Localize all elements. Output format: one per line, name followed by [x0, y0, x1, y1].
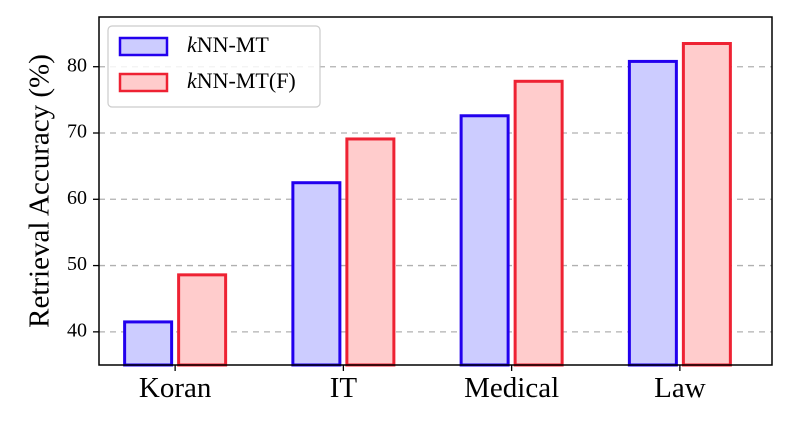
legend-label: kNN-MT(F) — [187, 68, 296, 93]
y-tick-label: 70 — [67, 121, 87, 143]
x-tick-label: Law — [654, 372, 706, 404]
bar-kNN-MT(F)-IT — [345, 137, 396, 367]
y-tick-label: 80 — [67, 54, 87, 76]
y-tick-label: 60 — [67, 187, 87, 209]
x-tick-label: Koran — [139, 372, 212, 404]
bar-kNN-MT-Law — [627, 59, 678, 367]
bar-kNN-MT(F)-Koran — [177, 273, 228, 367]
bar-kNN-MT(F)-Law — [681, 42, 732, 367]
bars — [123, 42, 732, 367]
x-tick-label: IT — [330, 372, 358, 404]
bar-kNN-MT-Medical — [459, 114, 510, 367]
bar-kNN-MT(F)-Medical — [513, 79, 564, 367]
legend-label: kNN-MT — [187, 32, 269, 57]
legend: kNN-MT kNN-MT(F) — [107, 25, 321, 108]
y-axis-title: Retrieval Accuracy (%) — [24, 54, 56, 328]
legend-swatch — [118, 72, 169, 93]
y-tick-label: 50 — [67, 253, 87, 275]
x-axis-ticks: Koran IT Medical Law — [139, 365, 706, 404]
legend-swatch — [118, 36, 169, 57]
y-axis-ticks: 40 50 60 70 80 — [67, 54, 99, 341]
y-tick-label: 40 — [67, 319, 87, 341]
x-tick-label: Medical — [464, 372, 559, 404]
plot-frame — [98, 16, 773, 366]
bar-kNN-MT-IT — [291, 181, 342, 367]
bar-kNN-MT-Koran — [123, 320, 174, 367]
